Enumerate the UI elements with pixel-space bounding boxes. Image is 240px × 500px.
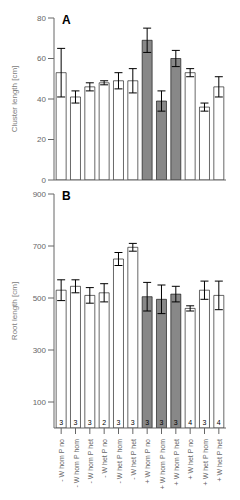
svg-text:3: 3: [59, 419, 63, 426]
svg-text:3: 3: [131, 419, 135, 426]
svg-text:700: 700: [33, 242, 47, 251]
svg-text:- W het P het: - W het P het: [130, 439, 137, 480]
svg-text:+ W het P hom: + W het P hom: [202, 439, 209, 486]
html-text:A: A: [62, 13, 71, 27]
svg-text:+ W hom P het: + W hom P het: [173, 439, 180, 485]
svg-text:+ W het P no: + W het P no: [187, 439, 194, 480]
svg-text:900: 900: [33, 190, 47, 199]
svg-text:- W hom P hom: - W hom P hom: [73, 439, 80, 488]
svg-text:Cluster length [cm]: Cluster length [cm]: [10, 66, 19, 133]
svg-text:+ W hom P hom: + W hom P hom: [159, 439, 166, 489]
svg-text:+ W hom P no: + W hom P no: [144, 439, 151, 484]
svg-text:2: 2: [102, 419, 106, 426]
svg-text:3: 3: [160, 419, 164, 426]
svg-text:100: 100: [33, 398, 47, 407]
svg-text:- W hom P het: - W hom P het: [87, 439, 94, 484]
svg-text:3: 3: [117, 419, 121, 426]
svg-text:3: 3: [88, 419, 92, 426]
svg-text:Root length [cm]: Root length [cm]: [10, 282, 19, 340]
svg-text:20: 20: [37, 135, 46, 144]
svg-text:3: 3: [74, 419, 78, 426]
html-text:B: B: [62, 189, 71, 203]
svg-text:+ W het P het: + W het P het: [216, 439, 223, 482]
svg-text:60: 60: [37, 54, 46, 63]
svg-text:4: 4: [188, 419, 192, 426]
svg-text:- W hom P no: - W hom P no: [58, 439, 65, 482]
svg-text:- W het P no: - W het P no: [101, 439, 108, 478]
svg-text:3: 3: [145, 419, 149, 426]
svg-text:4: 4: [217, 419, 221, 426]
svg-text:0: 0: [42, 176, 47, 184]
svg-text:3: 3: [203, 419, 207, 426]
svg-text:300: 300: [33, 346, 47, 355]
svg-text:- W het P hom: - W het P hom: [116, 439, 123, 484]
svg-text:3: 3: [174, 419, 178, 426]
svg-text:80: 80: [37, 14, 46, 23]
svg-text:40: 40: [37, 95, 46, 104]
svg-text:500: 500: [33, 294, 47, 303]
